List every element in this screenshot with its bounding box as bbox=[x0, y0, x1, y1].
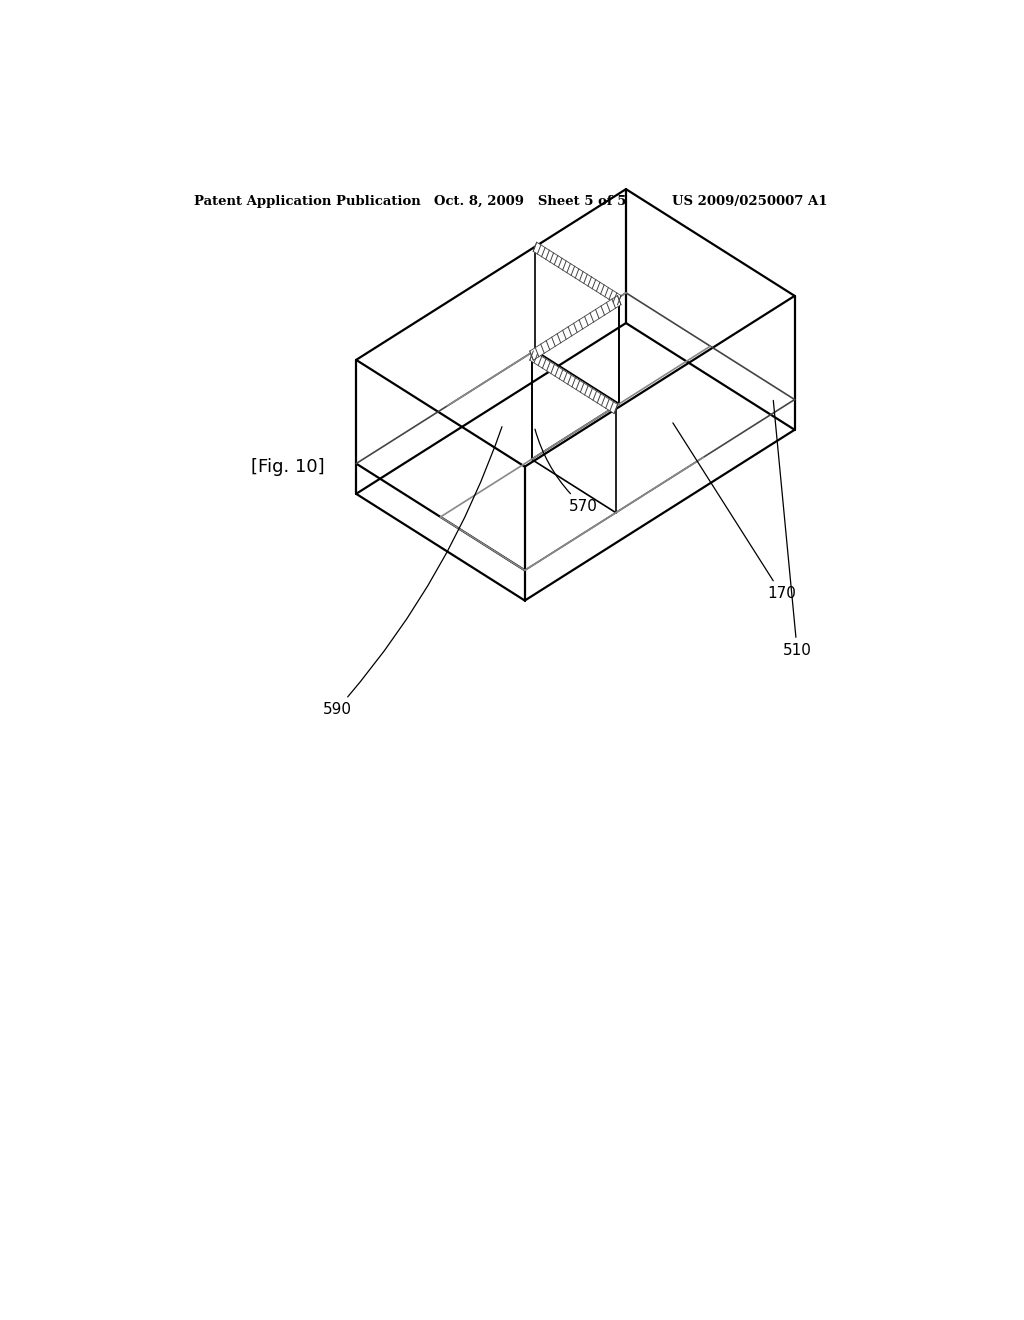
Text: 590: 590 bbox=[323, 426, 502, 717]
Polygon shape bbox=[534, 242, 621, 305]
Polygon shape bbox=[529, 296, 621, 360]
Text: 170: 170 bbox=[673, 422, 796, 601]
Text: 570: 570 bbox=[535, 429, 597, 513]
Polygon shape bbox=[529, 351, 617, 413]
Text: 510: 510 bbox=[773, 400, 812, 657]
Text: Oct. 8, 2009   Sheet 5 of 5: Oct. 8, 2009 Sheet 5 of 5 bbox=[433, 195, 626, 209]
Text: Patent Application Publication: Patent Application Publication bbox=[194, 195, 421, 209]
Text: US 2009/0250007 A1: US 2009/0250007 A1 bbox=[672, 195, 827, 209]
Text: [Fig. 10]: [Fig. 10] bbox=[251, 458, 325, 477]
